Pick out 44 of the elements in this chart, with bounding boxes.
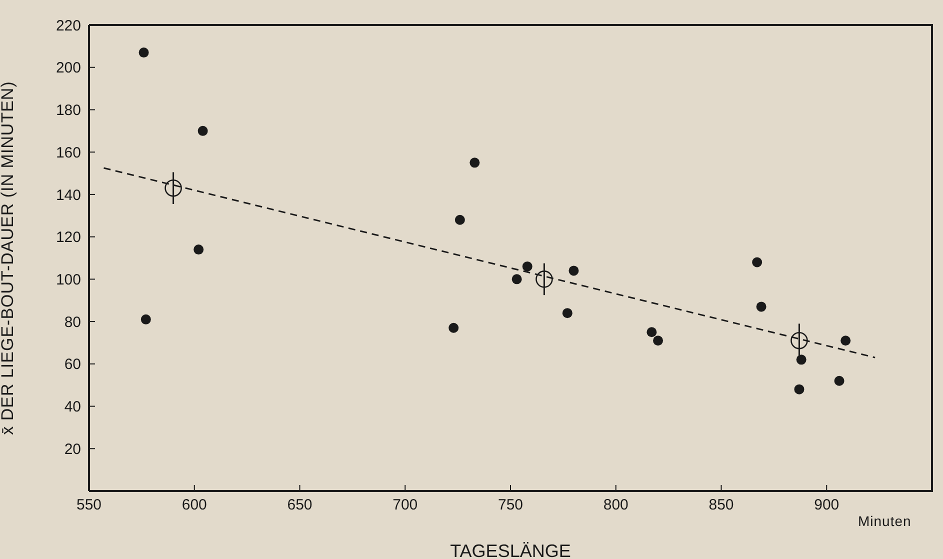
y-axis-title: x̄ DER LIEGE-BOUT-DAUER (IN MINUTEN) xyxy=(0,81,18,435)
x-tick-label: 850 xyxy=(708,496,734,514)
text: Minuten xyxy=(858,513,912,529)
point xyxy=(834,376,844,386)
x-tick-label: 750 xyxy=(498,496,524,514)
y-tick-label: 100 xyxy=(56,272,81,289)
point xyxy=(138,48,149,58)
x-tick-label: 550 xyxy=(76,496,102,514)
x-tick-label: 600 xyxy=(182,496,207,514)
point xyxy=(164,179,182,197)
point xyxy=(756,302,766,312)
point xyxy=(568,266,579,276)
x-tick-label: 900 xyxy=(814,496,840,514)
y-tick-label: 160 xyxy=(56,144,81,162)
y-tick-label: 120 xyxy=(56,229,81,246)
x-axis-title: TAGESLÄNGE xyxy=(450,541,571,559)
point xyxy=(448,322,459,333)
y-tick-label: 20 xyxy=(64,440,81,458)
point xyxy=(794,384,804,394)
point xyxy=(194,244,204,255)
point xyxy=(790,332,808,350)
point xyxy=(646,327,657,338)
point xyxy=(522,261,532,272)
point xyxy=(653,336,664,346)
x-tick-label: 700 xyxy=(392,496,418,514)
point xyxy=(840,336,851,346)
point xyxy=(512,274,522,284)
point xyxy=(470,158,480,168)
point xyxy=(140,314,151,324)
point xyxy=(796,354,806,365)
y-tick-label: 140 xyxy=(56,186,81,204)
x-tick-label: 800 xyxy=(603,496,628,514)
point xyxy=(536,270,553,288)
point xyxy=(752,257,762,268)
y-tick-label: 180 xyxy=(56,102,81,120)
y-tick-label: 80 xyxy=(64,314,81,331)
point xyxy=(562,308,572,318)
point xyxy=(198,126,208,136)
x-tick-label: 650 xyxy=(287,496,312,514)
point xyxy=(454,214,465,225)
y-tick-label: 220 xyxy=(56,17,81,34)
y-tick-label: 200 xyxy=(56,60,81,77)
y-tick-label: 60 xyxy=(64,356,81,374)
y-tick-label: 40 xyxy=(64,398,81,416)
